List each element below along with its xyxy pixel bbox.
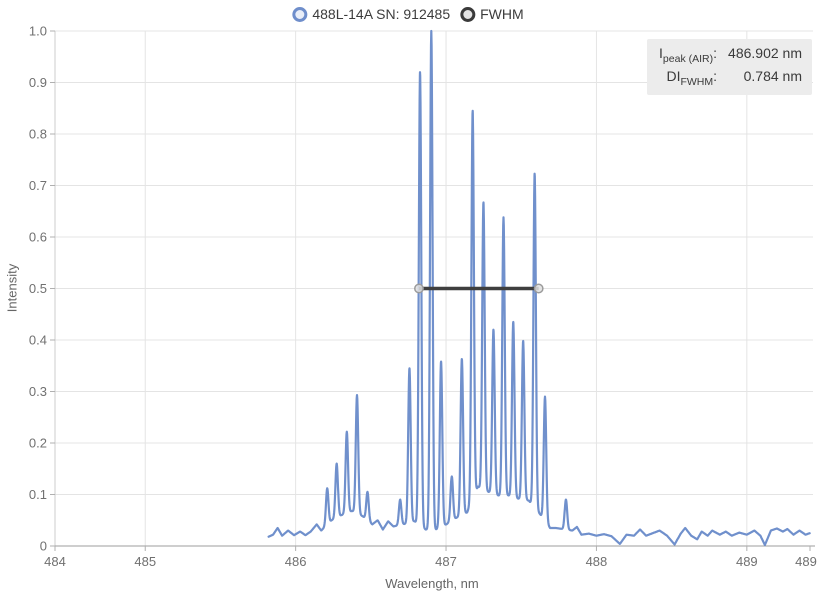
legend-item-fwhm[interactable]: FWHM xyxy=(460,6,524,22)
ipeak-label: Ipeak (AIR): xyxy=(659,45,717,65)
x-tick-label: 487 xyxy=(435,554,457,569)
difwhm-label: DIFWHM: xyxy=(666,67,717,88)
y-tick-label: 0.5 xyxy=(29,281,47,296)
fwhm-ring-icon xyxy=(460,6,476,22)
y-tick-label: 0.7 xyxy=(29,178,47,193)
x-axis-title: Wavelength, nm xyxy=(385,576,479,591)
series-ring-icon xyxy=(292,6,308,22)
fwhm-endpoint-left[interactable] xyxy=(414,283,424,294)
y-tick-label: 0.8 xyxy=(29,127,47,142)
difwhm-value: 0.784 nm xyxy=(743,67,802,84)
spectrum-line xyxy=(267,29,811,547)
y-tick-label: 0.2 xyxy=(29,436,47,451)
x-tick-label: 486 xyxy=(285,554,307,569)
x-tick-label: 489 xyxy=(736,554,758,569)
legend: 488L-14A SN: 912485 FWHM xyxy=(292,6,524,22)
y-tick-label: 0.4 xyxy=(29,333,47,348)
y-tick-label: 0.9 xyxy=(29,75,47,90)
y-tick-label: 1.0 xyxy=(29,24,47,39)
ipeak-value: 486.902 nm xyxy=(728,45,802,61)
fwhm-legend-label: FWHM xyxy=(480,6,524,22)
y-tick-label: 0.6 xyxy=(29,230,47,245)
y-tick-label: 0 xyxy=(40,539,47,554)
measurement-infobox: Ipeak (AIR): 486.902 nm DIFWHM: 0.784 nm xyxy=(647,39,812,95)
x-tick-label: 485 xyxy=(134,554,156,569)
y-tick-label: 0.3 xyxy=(29,384,47,399)
legend-item-series[interactable]: 488L-14A SN: 912485 xyxy=(292,6,450,22)
x-tick-label: 488 xyxy=(586,554,608,569)
fwhm-endpoint-right[interactable] xyxy=(533,283,544,294)
y-tick-label: 0.1 xyxy=(29,487,47,502)
x-tick-label: 489 xyxy=(795,554,817,569)
x-tick-label: 484 xyxy=(44,554,66,569)
series-legend-label: 488L-14A SN: 912485 xyxy=(312,6,451,22)
y-axis-title: Intensity xyxy=(4,263,20,313)
